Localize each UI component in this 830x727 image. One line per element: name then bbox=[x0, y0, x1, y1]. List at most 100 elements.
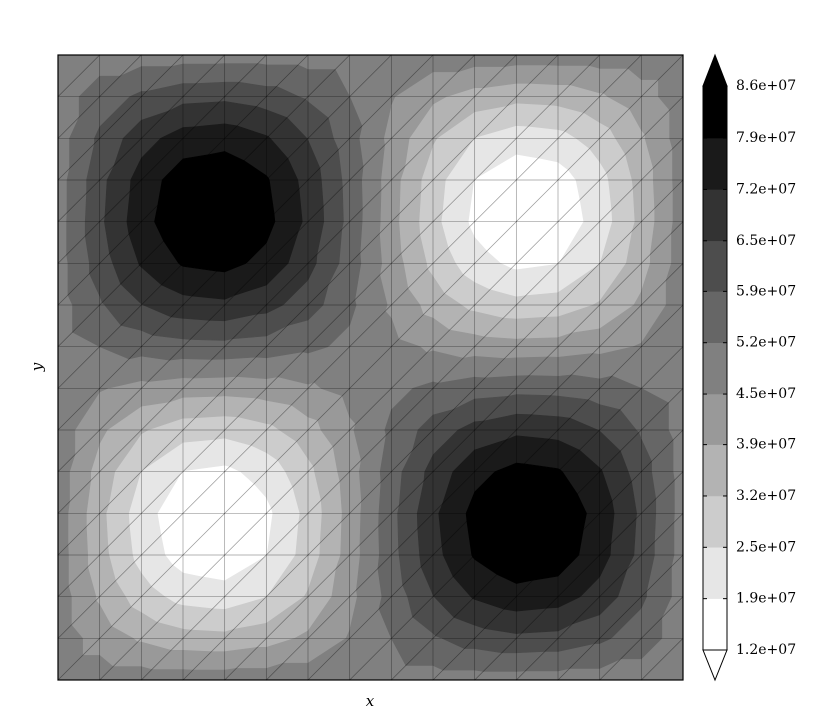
mesh-line bbox=[516, 263, 559, 306]
mesh-line bbox=[516, 221, 559, 264]
mesh-line bbox=[182, 304, 225, 347]
mesh-line bbox=[599, 138, 642, 181]
mesh-line bbox=[307, 346, 350, 389]
contour-fill bbox=[266, 304, 284, 314]
mesh-line bbox=[557, 429, 600, 472]
mesh-line bbox=[599, 346, 642, 389]
mesh-line bbox=[182, 388, 225, 431]
mesh-line bbox=[516, 554, 559, 597]
mesh-line bbox=[432, 263, 475, 306]
colorbar-tick-label: 5.2e+07 bbox=[736, 335, 796, 351]
colorbar-tick-label: 7.2e+07 bbox=[736, 181, 796, 197]
mesh-line bbox=[349, 96, 392, 139]
mesh-line bbox=[432, 304, 475, 347]
mesh-line bbox=[182, 179, 225, 222]
colorbar-tick-label: 3.9e+07 bbox=[736, 437, 796, 453]
mesh-line bbox=[224, 304, 267, 347]
mesh-line bbox=[599, 221, 642, 264]
mesh-line bbox=[557, 304, 600, 347]
plot-frame bbox=[57, 54, 684, 681]
mesh-line bbox=[474, 96, 517, 139]
mesh-line bbox=[557, 471, 600, 514]
mesh-line bbox=[516, 513, 559, 556]
mesh-line bbox=[141, 54, 184, 97]
colorbar-band bbox=[702, 495, 728, 548]
mesh-line bbox=[307, 96, 350, 139]
mesh-line bbox=[641, 638, 684, 681]
mesh-line bbox=[141, 596, 184, 639]
colorbar-band bbox=[702, 393, 728, 445]
mesh-line bbox=[266, 513, 309, 556]
mesh-line bbox=[391, 346, 434, 389]
mesh-line bbox=[99, 471, 142, 514]
mesh-line bbox=[99, 429, 142, 472]
mesh-line bbox=[432, 221, 475, 264]
mesh-line bbox=[516, 638, 559, 681]
mesh-line bbox=[432, 471, 475, 514]
mesh-line bbox=[557, 96, 600, 139]
colorbar-band bbox=[702, 444, 728, 497]
mesh-line bbox=[641, 346, 684, 389]
mesh-line bbox=[307, 513, 350, 556]
mesh-line bbox=[599, 388, 642, 431]
mesh-line bbox=[141, 638, 184, 681]
contour-fill bbox=[599, 596, 619, 616]
mesh-line bbox=[557, 596, 600, 639]
mesh-line bbox=[516, 429, 559, 472]
mesh-line bbox=[99, 54, 142, 97]
mesh-line bbox=[141, 388, 184, 431]
mesh-line bbox=[99, 221, 142, 264]
mesh-line bbox=[557, 138, 600, 181]
mesh-line bbox=[307, 221, 350, 264]
mesh-line bbox=[99, 263, 142, 306]
contour-fill bbox=[141, 429, 149, 435]
mesh-line bbox=[349, 596, 392, 639]
mesh-line bbox=[224, 596, 267, 639]
mesh-line bbox=[474, 179, 517, 222]
mesh-line bbox=[141, 179, 184, 222]
mesh-line bbox=[182, 346, 225, 389]
mesh-line bbox=[99, 96, 142, 139]
mesh-line bbox=[599, 471, 642, 514]
colorbar-tick-label: 1.2e+07 bbox=[736, 642, 796, 658]
mesh-line bbox=[557, 346, 600, 389]
mesh-line bbox=[99, 554, 142, 597]
mesh-line bbox=[474, 429, 517, 472]
mesh-line bbox=[182, 513, 225, 556]
mesh-line bbox=[307, 138, 350, 181]
mesh-line bbox=[224, 179, 267, 222]
mesh-line bbox=[432, 388, 475, 431]
mesh-line bbox=[182, 429, 225, 472]
mesh-line bbox=[99, 179, 142, 222]
mesh-line bbox=[57, 138, 100, 181]
colorbar-tick-label: 2.5e+07 bbox=[736, 539, 796, 555]
mesh-line bbox=[266, 179, 309, 222]
colorbar-tick-label: 6.5e+07 bbox=[736, 233, 796, 249]
mesh-line bbox=[641, 138, 684, 181]
mesh-line bbox=[349, 54, 392, 97]
mesh-line bbox=[391, 304, 434, 347]
mesh-line bbox=[641, 96, 684, 139]
mesh-line bbox=[57, 388, 100, 431]
mesh-line bbox=[474, 221, 517, 264]
mesh-line bbox=[641, 554, 684, 597]
contour-fill bbox=[349, 304, 357, 326]
mesh-line bbox=[182, 138, 225, 181]
mesh-line bbox=[182, 638, 225, 681]
contour-fill bbox=[599, 554, 611, 578]
mesh-line bbox=[474, 638, 517, 681]
mesh-line bbox=[599, 513, 642, 556]
mesh-line bbox=[391, 554, 434, 597]
mesh-line bbox=[391, 429, 434, 472]
mesh-line bbox=[641, 304, 684, 347]
contour-fill bbox=[391, 96, 396, 105]
mesh-line bbox=[141, 221, 184, 264]
colorbar-band bbox=[702, 547, 728, 599]
mesh-line bbox=[599, 179, 642, 222]
mesh-line bbox=[57, 554, 100, 597]
mesh-line bbox=[391, 263, 434, 306]
mesh-line bbox=[141, 429, 184, 472]
mesh-line bbox=[557, 221, 600, 264]
mesh-line bbox=[266, 263, 309, 306]
